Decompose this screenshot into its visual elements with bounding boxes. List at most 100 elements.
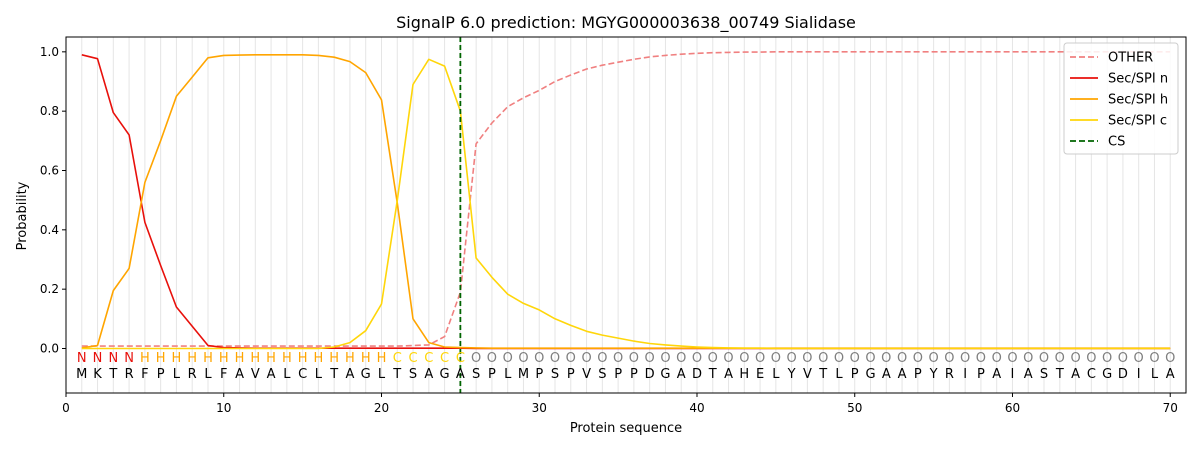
- x-tick-label: 0: [62, 401, 70, 415]
- region-label: O: [960, 351, 970, 366]
- legend-label-other: OTHER: [1108, 51, 1153, 66]
- y-tick-label: 0.0: [40, 342, 59, 356]
- region-label: C: [393, 351, 402, 366]
- region-label: H: [219, 351, 229, 366]
- legend-label-cs: CS: [1108, 135, 1125, 150]
- y-tick-label: 1.0: [40, 45, 59, 59]
- region-label: O: [992, 351, 1002, 366]
- y-tick-label: 0.6: [40, 164, 59, 178]
- region-label: O: [566, 351, 576, 366]
- residue-label: A: [235, 367, 244, 382]
- region-label: O: [503, 351, 513, 366]
- residue-label: G: [440, 367, 450, 382]
- x-axis-label: Protein sequence: [570, 421, 682, 436]
- residue-label: D: [1118, 367, 1128, 382]
- residue-label: S: [409, 367, 417, 382]
- axis-ticks: 0 10 20 30 40 50 60 70 0.0 0.2 0.4 0.6 0.8 1.0: [40, 45, 1178, 415]
- residue-label: V: [582, 367, 591, 382]
- residue-label: L: [772, 367, 780, 382]
- region-label: O: [787, 351, 797, 366]
- legend-label-sec-spi-c: Sec/SPI c: [1108, 114, 1167, 129]
- residue-label: G: [865, 367, 875, 382]
- residue-label: A: [992, 367, 1001, 382]
- residue-label: D: [645, 367, 655, 382]
- residue-label: A: [677, 367, 686, 382]
- region-label: O: [1007, 351, 1017, 366]
- region-label: O: [597, 351, 607, 366]
- x-tick-label: 40: [689, 401, 704, 415]
- residue-label: R: [125, 367, 134, 382]
- region-label: H: [298, 351, 308, 366]
- sequence-annotation: NMNKNTNRHFHPHLHRHLHFHAHVHAHLHCHLHTHAHGHL…: [76, 351, 1175, 382]
- region-label: O: [708, 351, 718, 366]
- residue-label: C: [298, 367, 307, 382]
- region-label: O: [881, 351, 891, 366]
- x-tick-label: 60: [1005, 401, 1020, 415]
- x-tick-label: 50: [847, 401, 862, 415]
- residue-label: L: [504, 367, 512, 382]
- region-label: H: [172, 351, 182, 366]
- series-line-sec-spi-c: [81, 58, 1171, 350]
- x-tick-label: 10: [216, 401, 231, 415]
- region-label: N: [93, 351, 103, 366]
- region-label: O: [660, 351, 670, 366]
- residue-label: Y: [787, 367, 796, 382]
- region-label: C: [409, 351, 418, 366]
- region-label: O: [692, 351, 702, 366]
- region-label: H: [377, 351, 387, 366]
- residue-label: M: [518, 367, 529, 382]
- region-label: C: [424, 351, 433, 366]
- residue-label: D: [692, 367, 702, 382]
- region-label: H: [203, 351, 213, 366]
- residue-label: A: [1166, 367, 1175, 382]
- region-label: C: [456, 351, 465, 366]
- region-label: O: [645, 351, 655, 366]
- residue-label: G: [1102, 367, 1112, 382]
- residue-label: P: [157, 367, 165, 382]
- region-label: H: [140, 351, 150, 366]
- residue-label: A: [882, 367, 891, 382]
- region-label: O: [1086, 351, 1096, 366]
- residue-label: V: [803, 367, 812, 382]
- y-tick-label: 0.8: [40, 104, 59, 118]
- region-label: O: [1039, 351, 1049, 366]
- residue-label: R: [188, 367, 197, 382]
- residue-label: P: [488, 367, 496, 382]
- residue-label: T: [818, 367, 827, 382]
- region-label: H: [329, 351, 339, 366]
- residue-label: S: [1040, 367, 1048, 382]
- chart-title: SignalP 6.0 prediction: MGYG000003638_00…: [396, 13, 856, 33]
- region-label: O: [550, 351, 560, 366]
- region-label: O: [739, 351, 749, 366]
- residue-label: T: [1055, 367, 1064, 382]
- residue-label: A: [1071, 367, 1080, 382]
- region-label: O: [1102, 351, 1112, 366]
- series-lines: [81, 37, 1171, 393]
- region-label: O: [928, 351, 938, 366]
- residue-label: H: [739, 367, 749, 382]
- region-label: O: [1070, 351, 1080, 366]
- region-label: N: [77, 351, 87, 366]
- region-label: H: [345, 351, 355, 366]
- region-label: O: [471, 351, 481, 366]
- residue-label: I: [1011, 367, 1015, 382]
- residue-label: L: [378, 367, 386, 382]
- residue-label: F: [220, 367, 227, 382]
- plot-frame: [65, 36, 1187, 394]
- region-label: O: [487, 351, 497, 366]
- residue-label: L: [204, 367, 212, 382]
- region-label: H: [282, 351, 292, 366]
- residue-label: C: [1087, 367, 1096, 382]
- region-label: O: [613, 351, 623, 366]
- region-label: O: [976, 351, 986, 366]
- residue-label: A: [267, 367, 276, 382]
- region-label: O: [581, 351, 591, 366]
- residue-label: I: [963, 367, 967, 382]
- region-label: O: [897, 351, 907, 366]
- residue-label: S: [551, 367, 559, 382]
- residue-label: M: [76, 367, 87, 382]
- region-label: N: [124, 351, 134, 366]
- residue-label: E: [756, 367, 764, 382]
